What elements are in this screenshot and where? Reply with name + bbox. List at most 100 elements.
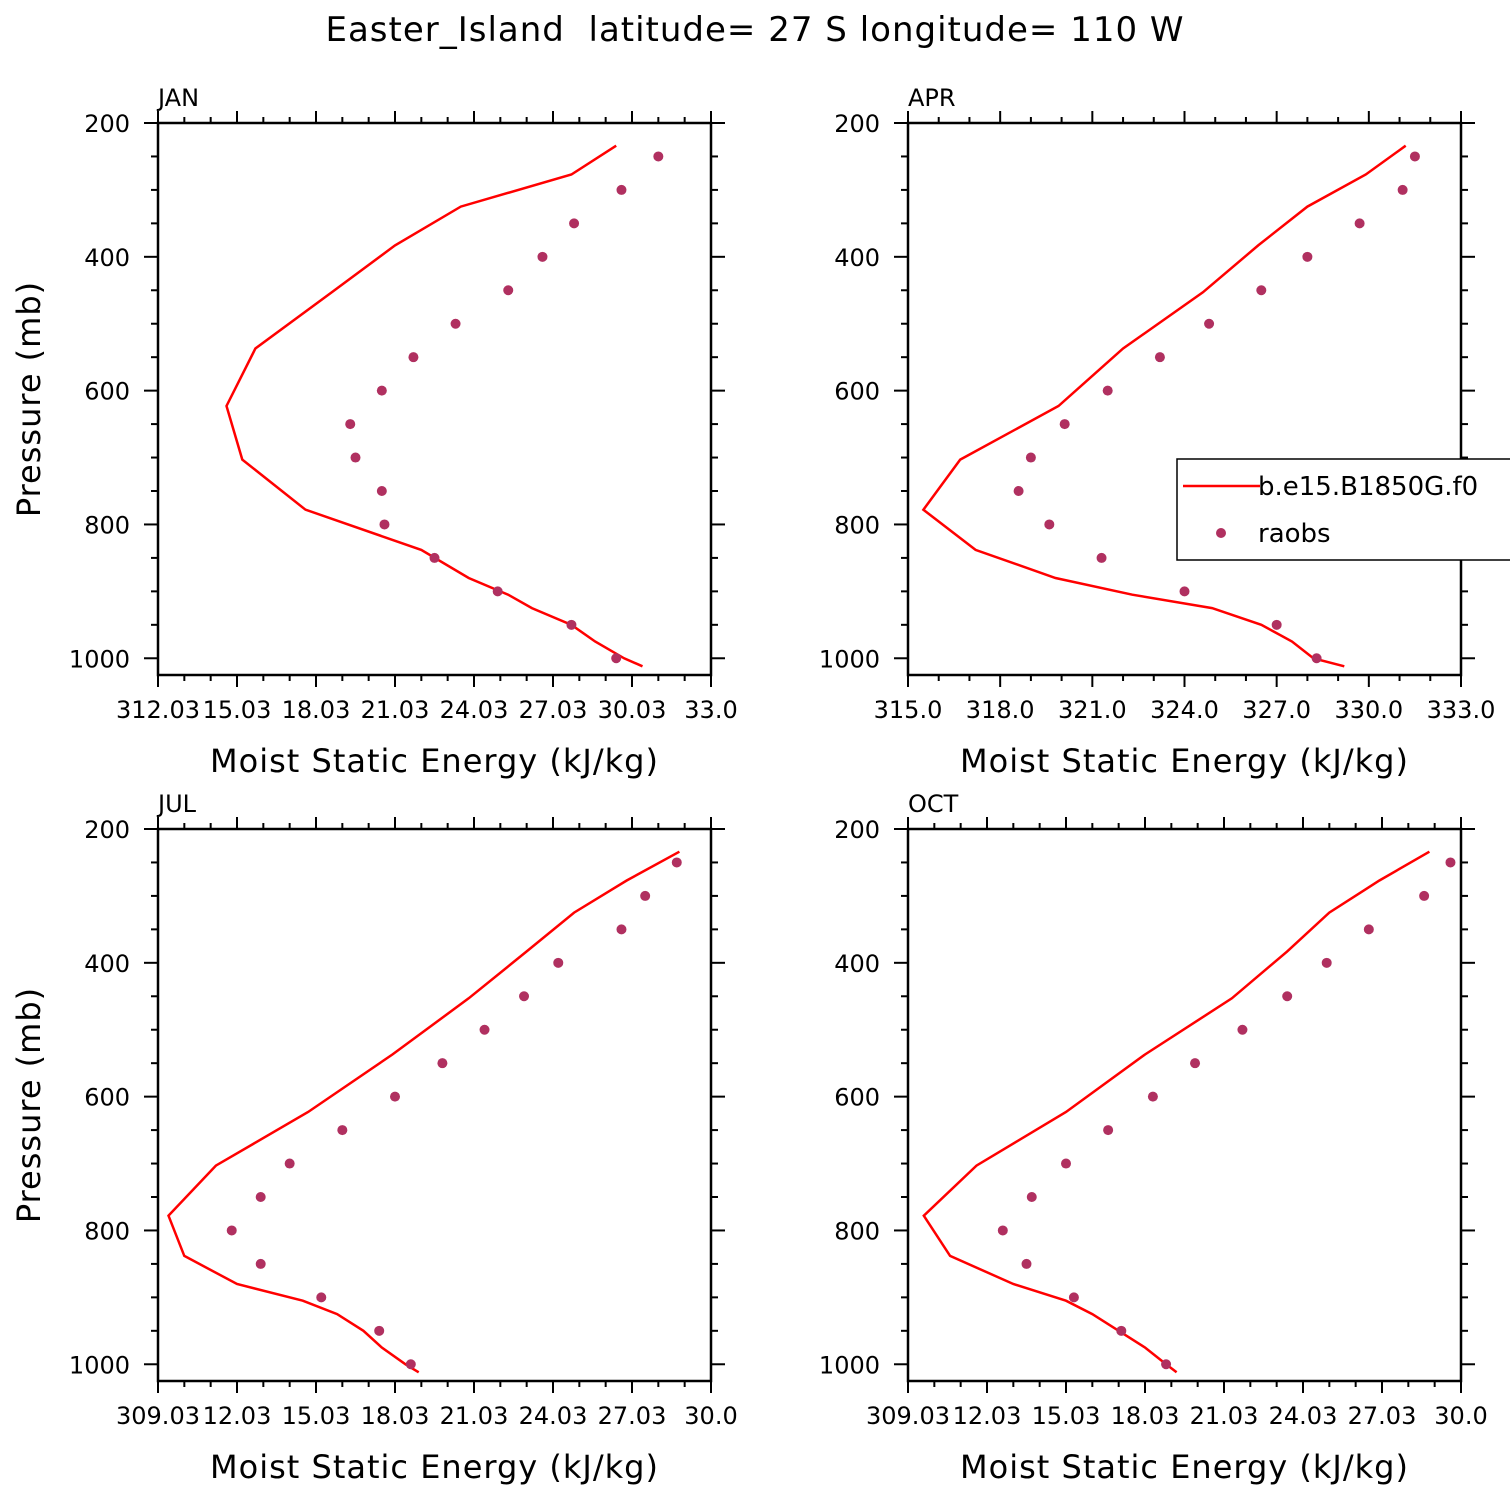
- x-tick-label: 27.03: [1348, 1402, 1417, 1430]
- x-tick-label: 12.03: [203, 1402, 272, 1430]
- raobs-point: [492, 586, 503, 597]
- raobs-point: [350, 452, 361, 463]
- raobs-point: [1154, 352, 1165, 363]
- x-tick-label: 24.03: [519, 1402, 588, 1430]
- x-tick-label: 21.03: [1190, 1402, 1259, 1430]
- x-tick-label: 30.0: [684, 1402, 737, 1430]
- y-tick-label: 400: [84, 244, 130, 272]
- raobs-point: [379, 519, 390, 530]
- raobs-point: [1102, 385, 1113, 396]
- plot-frame: [156, 121, 713, 677]
- x-tick-label: 330.0: [1334, 696, 1403, 724]
- raobs-point: [337, 1125, 348, 1136]
- x-tick-label: 312.03: [116, 696, 200, 724]
- panel-title: JAN: [156, 84, 199, 112]
- y-axis-label: Pressure (mb): [10, 281, 48, 517]
- raobs-point: [519, 991, 530, 1002]
- y-tick-label: 1000: [69, 1351, 130, 1379]
- x-axis-label: Moist Static Energy (kJ/kg): [210, 742, 659, 780]
- figure-title: Easter_Island latitude= 27 S longitude= …: [325, 10, 1185, 50]
- raobs-point: [1256, 285, 1267, 296]
- raobs-point: [376, 385, 387, 396]
- x-tick-label: 18.03: [282, 696, 351, 724]
- x-tick-label: 318.0: [966, 696, 1035, 724]
- panel-title: JUL: [156, 790, 197, 818]
- model-line: [225, 144, 643, 668]
- legend-box: [1176, 458, 1510, 561]
- y-tick-label: 1000: [819, 645, 880, 673]
- panel-jan: 312.03 15.03 18.03 21.03 24.03 27.03 30.03 33.0…: [10, 84, 738, 780]
- raobs-point: [1021, 1258, 1032, 1269]
- raobs-point: [1059, 419, 1070, 430]
- x-tick-label: 27.03: [519, 696, 588, 724]
- x-tick-label: 12.03: [953, 1402, 1022, 1430]
- raobs-point: [1026, 1192, 1037, 1202]
- y-tick-label: 600: [84, 1084, 130, 1112]
- raobs-point: [1103, 1125, 1114, 1136]
- x-axis-label: Moist Static Energy (kJ/kg): [210, 1448, 659, 1486]
- raobs-point: [390, 1091, 400, 1102]
- y-axis-label: Pressure (mb): [10, 987, 48, 1223]
- y-tick-label: 800: [84, 511, 130, 539]
- y-tick-label: 200: [84, 110, 130, 138]
- raobs-point: [1204, 318, 1215, 329]
- y-tick-label: 200: [834, 110, 880, 138]
- raobs-point: [284, 1158, 295, 1169]
- legend-obs-label: raobs: [1258, 519, 1331, 549]
- y-tick-label: 1000: [69, 645, 130, 673]
- y-tick-label: 600: [834, 1084, 880, 1112]
- x-axis-label: Moist Static Energy (kJ/kg): [960, 1448, 1409, 1486]
- panel-title: APR: [908, 84, 956, 112]
- raobs-point: [537, 251, 548, 262]
- raobs-point: [450, 318, 461, 329]
- x-tick-label: 15.03: [282, 1402, 351, 1430]
- raobs-point: [1179, 586, 1190, 597]
- raobs-point: [376, 486, 387, 496]
- y-tick-label: 200: [84, 816, 130, 844]
- x-tick-label: 327.0: [1242, 696, 1311, 724]
- raobs-point: [653, 151, 664, 162]
- raobs-point: [1354, 218, 1365, 229]
- raobs-point: [1044, 519, 1055, 530]
- x-tick-label: 315.0: [874, 696, 943, 724]
- raobs-point: [1096, 552, 1107, 563]
- x-tick-label: 15.03: [203, 696, 272, 724]
- raobs-point: [1161, 1359, 1172, 1370]
- x-axis-label: Moist Static Energy (kJ/kg): [960, 742, 1409, 780]
- raobs-point: [1419, 890, 1430, 901]
- panel-oct: 309.03 12.03 15.03 18.03 21.03 24.03 27.03 30.0…: [819, 790, 1488, 1486]
- x-tick-label: 33.0: [684, 696, 737, 724]
- x-tick-label: 24.03: [440, 696, 509, 724]
- panel-title: OCT: [908, 790, 959, 818]
- raobs-point: [616, 924, 627, 935]
- x-tick-label: 21.03: [361, 696, 430, 724]
- raobs-point: [1311, 653, 1322, 664]
- model-line: [167, 850, 680, 1374]
- raobs-point: [429, 552, 440, 563]
- raobs-point: [1397, 184, 1408, 195]
- x-tick-label: 18.03: [361, 1402, 430, 1430]
- x-tick-label: 309.03: [866, 1402, 950, 1430]
- raobs-point: [1190, 1058, 1201, 1069]
- x-tick-label: 21.03: [440, 1402, 509, 1430]
- raobs-point: [1013, 486, 1024, 496]
- plot-frame: [906, 827, 1463, 1383]
- raobs-point: [1271, 619, 1282, 630]
- raobs-point: [479, 1024, 490, 1035]
- raobs-point: [553, 957, 564, 968]
- raobs-point: [1282, 991, 1293, 1002]
- x-tick-label: 24.03: [1269, 1402, 1338, 1430]
- y-tick-label: 800: [84, 1217, 130, 1245]
- legend-obs-swatch: [1216, 528, 1226, 538]
- panel-jul: 309.03 12.03 15.03 18.03 21.03 24.03 27.03 30.0…: [10, 790, 738, 1486]
- raobs-point: [1061, 1158, 1071, 1169]
- raobs-point: [316, 1292, 327, 1303]
- raobs-point: [569, 218, 580, 229]
- raobs-point: [566, 619, 577, 630]
- x-tick-label: 18.03: [1111, 1402, 1180, 1430]
- raobs-point: [616, 184, 627, 195]
- y-tick-label: 1000: [819, 1351, 880, 1379]
- raobs-point: [671, 857, 682, 868]
- raobs-point: [1116, 1325, 1127, 1336]
